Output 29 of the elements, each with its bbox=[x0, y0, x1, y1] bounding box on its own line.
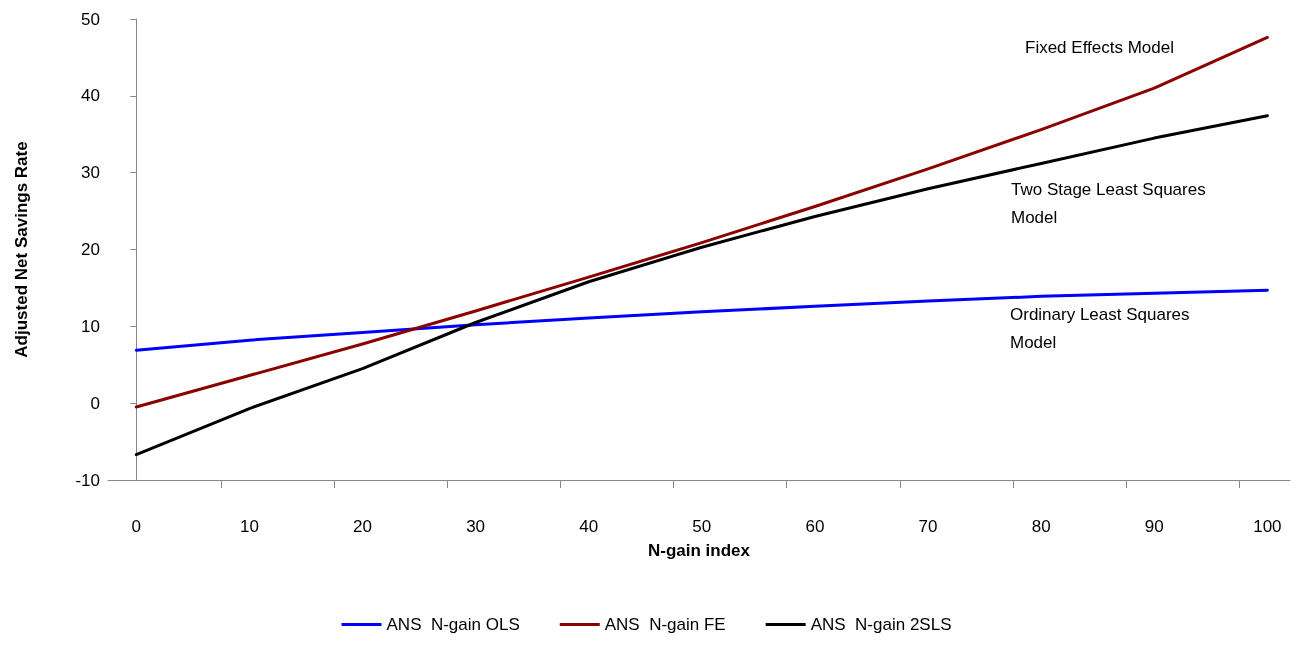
x-tick-label: 40 bbox=[579, 517, 599, 536]
annotation: Two Stage Least Squares Model bbox=[1011, 179, 1206, 227]
y-tick-label: 0 bbox=[90, 393, 100, 413]
legend-label: ANS N-gain OLS bbox=[386, 615, 520, 634]
x-tick-label: 60 bbox=[805, 517, 825, 536]
annotation: Fixed Effects Model bbox=[1025, 37, 1174, 57]
y-axis-title: Adjusted Net Savings Rate bbox=[12, 141, 31, 358]
x-tick-label: 50 bbox=[692, 517, 712, 536]
legend-label: ANS N-gain 2SLS bbox=[810, 615, 952, 634]
x-axis-title: N-gain index bbox=[647, 541, 751, 560]
legend-label: ANS N-gain FE bbox=[604, 615, 726, 634]
x-tick-label: 90 bbox=[1144, 517, 1164, 536]
x-tick-label: 0 bbox=[131, 517, 142, 536]
y-tick-label: 40 bbox=[81, 86, 100, 106]
x-tick-label: 10 bbox=[239, 517, 259, 536]
x-tick-label: 100 bbox=[1253, 517, 1282, 536]
line-series bbox=[134, 288, 1269, 352]
y-tick-label: 10 bbox=[81, 316, 100, 336]
x-tick-label: 20 bbox=[353, 517, 372, 536]
line-series bbox=[134, 114, 1269, 457]
annotation: Ordinary Least Squares Model bbox=[1010, 304, 1190, 352]
y-tick-label: 20 bbox=[81, 240, 100, 259]
x-tick-label: 70 bbox=[918, 517, 938, 536]
x-tick-label: 80 bbox=[1031, 517, 1051, 536]
x-tick-label: 30 bbox=[466, 517, 486, 536]
y-tick-label: 30 bbox=[81, 163, 100, 183]
y-tick-label: 50 bbox=[81, 9, 100, 29]
y-tick-label: -10 bbox=[75, 470, 100, 490]
line-series bbox=[134, 35, 1269, 409]
